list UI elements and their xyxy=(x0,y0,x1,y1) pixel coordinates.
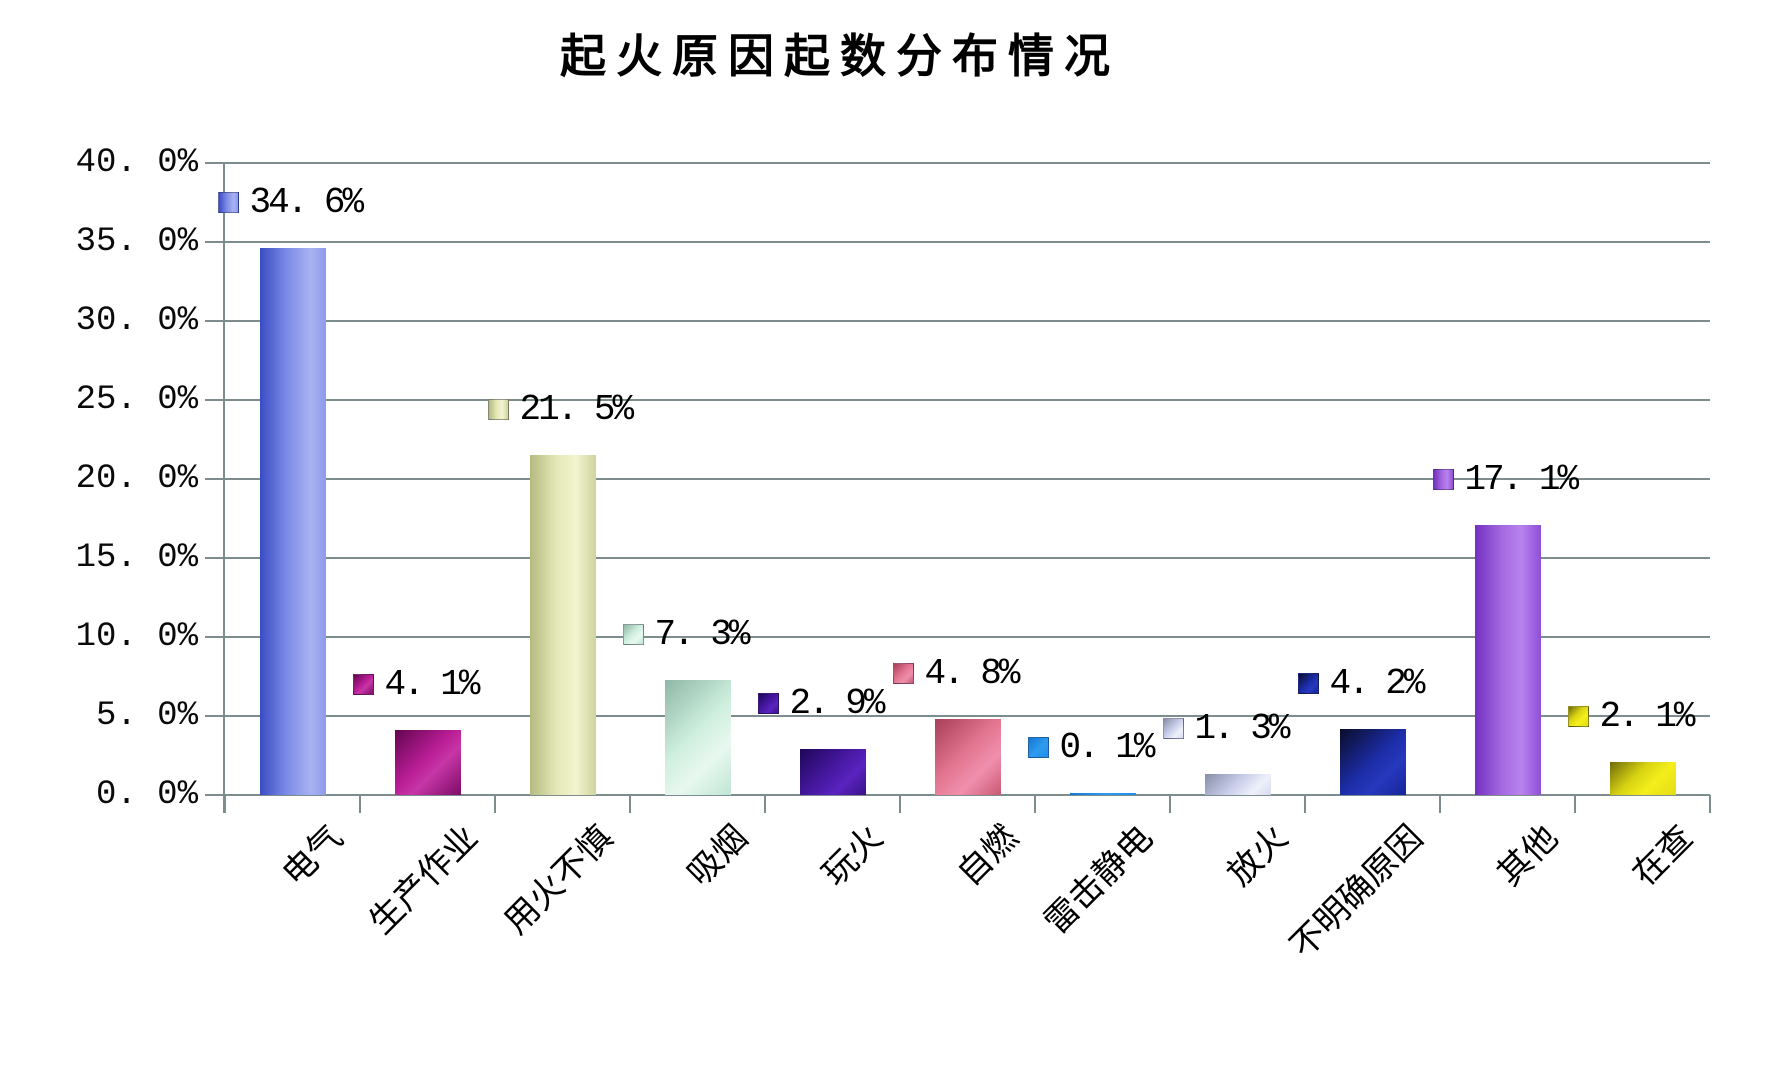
y-axis-tick xyxy=(205,557,225,559)
data-label-key-5 xyxy=(757,693,779,715)
data-label-key-7 xyxy=(1027,737,1049,758)
x-axis-label-6: 自燃 xyxy=(949,818,1025,894)
x-axis-tick xyxy=(1169,795,1171,813)
data-label-6: 4. 8% xyxy=(924,653,1021,695)
x-axis-tick xyxy=(359,795,361,813)
x-axis-label-3: 用火不慎 xyxy=(496,818,620,942)
y-axis-label: 15. 0% xyxy=(75,539,198,577)
chart-bar-3 xyxy=(529,455,596,795)
gridline-25pct xyxy=(225,399,1710,401)
chart-bar-5 xyxy=(799,749,866,795)
gridline-30pct xyxy=(225,320,1710,322)
y-axis-tick xyxy=(205,478,225,480)
data-label-11: 2. 1% xyxy=(1599,695,1696,737)
data-label-3: 21. 5% xyxy=(519,389,635,431)
chart-bar-9 xyxy=(1339,728,1406,795)
y-axis-label: 35. 0% xyxy=(75,223,198,261)
x-axis-tick xyxy=(1034,795,1036,813)
data-label-1: 34. 6% xyxy=(249,182,365,224)
data-label-10: 17. 1% xyxy=(1464,458,1580,500)
x-axis-label-9: 不明确原因 xyxy=(1282,818,1430,966)
x-axis-label-10: 其他 xyxy=(1489,818,1565,894)
x-axis-tick xyxy=(224,795,226,813)
y-axis-label: 20. 0% xyxy=(75,460,198,498)
data-label-5: 2. 9% xyxy=(789,683,886,725)
x-axis-tick xyxy=(899,795,901,813)
x-axis-label-7: 雷击静电 xyxy=(1036,818,1160,942)
x-axis-tick xyxy=(629,795,631,813)
chart-bar-6 xyxy=(934,719,1001,795)
y-axis-label: 25. 0% xyxy=(75,381,198,419)
gridline-20pct xyxy=(225,478,1710,480)
y-axis-line xyxy=(223,163,225,813)
data-label-key-11 xyxy=(1567,705,1589,727)
y-axis-label: 40. 0% xyxy=(75,144,198,182)
x-axis-tick xyxy=(1304,795,1306,813)
x-axis-label-5: 玩火 xyxy=(814,818,890,894)
x-axis-label-11: 在查 xyxy=(1624,818,1700,894)
chart-bar-1 xyxy=(259,248,326,795)
chart-bar-4 xyxy=(664,679,731,795)
data-label-key-2 xyxy=(352,674,374,696)
data-label-key-8 xyxy=(1162,718,1184,740)
x-axis-tick xyxy=(1574,795,1576,813)
chart-bar-2 xyxy=(394,730,461,795)
data-label-2: 4. 1% xyxy=(384,664,481,706)
data-label-key-9 xyxy=(1297,672,1319,694)
chart-bar-8 xyxy=(1204,774,1271,795)
x-axis-tick xyxy=(1709,795,1711,813)
gridline-10pct xyxy=(225,636,1710,638)
x-axis-label-1: 电气 xyxy=(274,818,350,894)
x-axis-label-2: 生产作业 xyxy=(361,818,485,942)
x-axis-tick xyxy=(494,795,496,813)
data-label-9: 4. 2% xyxy=(1329,662,1426,704)
x-axis-label-8: 放火 xyxy=(1219,818,1295,894)
y-axis-label: 30. 0% xyxy=(75,302,198,340)
data-label-key-1 xyxy=(217,192,239,214)
data-label-8: 1. 3% xyxy=(1194,708,1291,750)
gridline-35pct xyxy=(225,241,1710,243)
x-axis-label-4: 吸烟 xyxy=(679,818,755,894)
data-label-key-10 xyxy=(1432,468,1454,490)
data-label-key-6 xyxy=(892,663,914,685)
y-axis-label: 0. 0% xyxy=(95,776,198,814)
x-axis-tick xyxy=(764,795,766,813)
data-label-7: 0. 1% xyxy=(1059,727,1156,768)
y-axis-label: 10. 0% xyxy=(75,618,198,656)
y-axis-tick xyxy=(205,162,225,164)
y-axis-tick xyxy=(205,399,225,401)
x-axis-tick xyxy=(1439,795,1441,813)
gridline-0pct xyxy=(225,794,1710,796)
gridline-40pct xyxy=(225,162,1710,164)
y-axis-tick xyxy=(205,715,225,717)
y-axis-tick xyxy=(205,320,225,322)
data-label-key-4 xyxy=(622,623,644,645)
data-label-4: 7. 3% xyxy=(654,613,751,655)
gridline-15pct xyxy=(225,557,1710,559)
chart-bar-10 xyxy=(1474,524,1541,795)
y-axis-tick xyxy=(205,636,225,638)
y-axis-tick xyxy=(205,794,225,796)
gridline-5pct xyxy=(225,715,1710,717)
y-axis-label: 5. 0% xyxy=(95,697,198,735)
chart-bar-11 xyxy=(1609,761,1676,795)
data-label-key-3 xyxy=(487,399,509,421)
chart-title: 起火原因起数分布情况 xyxy=(560,29,1120,83)
chart-bar-7 xyxy=(1069,793,1136,795)
y-axis-tick xyxy=(205,241,225,243)
